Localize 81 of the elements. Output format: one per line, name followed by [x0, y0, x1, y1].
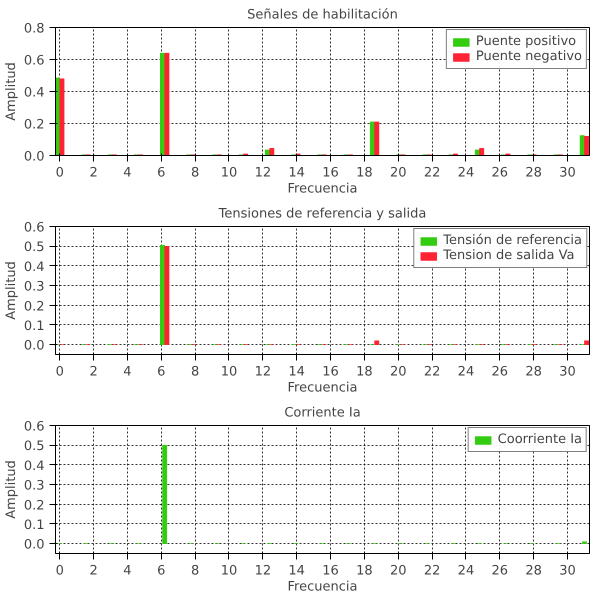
x-tick-label: 20: [390, 364, 407, 380]
x-tick-label: 10: [220, 364, 238, 380]
x-tick-label: 0: [56, 364, 64, 380]
y-axis-title: Amplitud: [4, 261, 19, 320]
x-tick-label: 8: [191, 564, 200, 578]
x-tick-label: 24: [458, 364, 474, 380]
x-tick-label: 6: [157, 166, 166, 180]
x-tick-label: 14: [288, 166, 305, 180]
x-tick-label: 14: [288, 564, 305, 578]
y-tick-label: 0.6: [24, 220, 45, 236]
x-tick-label: 16: [322, 364, 339, 380]
y-tick-label: 0.4: [24, 458, 45, 474]
x-tick-label: 8: [191, 364, 200, 380]
y-tick-label: 0.8: [24, 22, 45, 36]
x-tick-label: 4: [123, 364, 132, 380]
x-tick-label: 30: [559, 166, 576, 180]
y-tick-label: 0.5: [24, 439, 45, 454]
x-tick-label: 16: [322, 564, 339, 578]
x-tick-label: 28: [525, 564, 542, 578]
y-axis-title: Amplitud: [4, 62, 19, 121]
y-tick-label: 0.2: [24, 299, 45, 314]
x-tick-label: 2: [89, 364, 98, 380]
legend-label: Puente negativo: [476, 49, 582, 64]
x-tick-label: 26: [492, 166, 508, 180]
x-tick-label: 20: [390, 564, 407, 578]
x-tick-label: 8: [191, 166, 200, 180]
y-tick-label: 0.1: [24, 518, 45, 533]
x-axis-title: Frecuencia: [288, 380, 358, 396]
x-tick-label: 22: [424, 364, 440, 380]
x-tick-label: 6: [157, 564, 166, 578]
x-tick-label: 24: [458, 564, 474, 578]
x-tick-label: 2: [89, 564, 98, 578]
y-tick-label: 0.6: [24, 420, 45, 434]
x-tick-label: 30: [559, 364, 576, 380]
x-tick-label: 12: [254, 564, 272, 578]
x-tick-label: 4: [123, 166, 132, 180]
y-tick-label: 0.1: [24, 318, 45, 334]
x-tick-label: 10: [220, 564, 238, 578]
x-tick-label: 4: [123, 564, 132, 578]
x-tick-label: 18: [356, 564, 373, 578]
y-tick-label: 0.5: [24, 240, 45, 256]
x-tick-label: 14: [288, 364, 305, 380]
y-tick-label: 0.2: [24, 498, 45, 514]
chart-title: Tensiones de referencia y salida: [218, 206, 426, 222]
y-tick-label: 0.0: [24, 338, 45, 354]
y-axis-title: Amplitud: [4, 460, 19, 519]
chart-title: Señales de habilitación: [247, 8, 398, 22]
x-tick-label: 0: [56, 564, 64, 578]
chart-title: Corriente Ia: [284, 406, 361, 420]
x-tick-label: 28: [525, 364, 542, 380]
x-tick-label: 22: [424, 564, 440, 578]
legend-label: Puente positivo: [476, 34, 576, 49]
y-tick-label: 0.4: [24, 260, 45, 275]
x-axis-title: Frecuencia: [288, 580, 358, 594]
x-axis-title: Frecuencia: [288, 182, 358, 196]
x-tick-label: 30: [559, 564, 576, 578]
x-tick-label: 10: [220, 166, 238, 180]
y-tick-label: 0.6: [24, 54, 45, 68]
y-tick-label: 0.0: [24, 538, 45, 553]
x-tick-label: 22: [424, 166, 440, 180]
x-tick-label: 12: [254, 364, 272, 380]
x-tick-label: 2: [89, 166, 98, 180]
x-tick-label: 24: [458, 166, 474, 180]
legend-label: Coorriente Ia: [498, 432, 582, 447]
legend-label: Tension de salida Va: [443, 248, 575, 263]
y-tick-label: 0.3: [24, 280, 45, 295]
x-tick-label: 16: [322, 166, 339, 180]
y-tick-label: 0.2: [24, 118, 45, 132]
x-tick-label: 18: [356, 166, 373, 180]
legend-label: Tensión de referencia: [443, 233, 582, 248]
y-tick-label: 0.4: [24, 86, 45, 100]
x-tick-label: 0: [56, 166, 64, 180]
x-tick-label: 18: [356, 364, 373, 380]
y-tick-label: 0.0: [24, 150, 45, 164]
y-tick-label: 0.3: [24, 478, 45, 494]
x-tick-label: 6: [157, 364, 166, 380]
x-tick-label: 26: [492, 564, 508, 578]
x-tick-label: 12: [254, 166, 272, 180]
x-tick-label: 20: [390, 166, 407, 180]
x-tick-label: 28: [525, 166, 542, 180]
x-tick-label: 26: [492, 364, 508, 380]
